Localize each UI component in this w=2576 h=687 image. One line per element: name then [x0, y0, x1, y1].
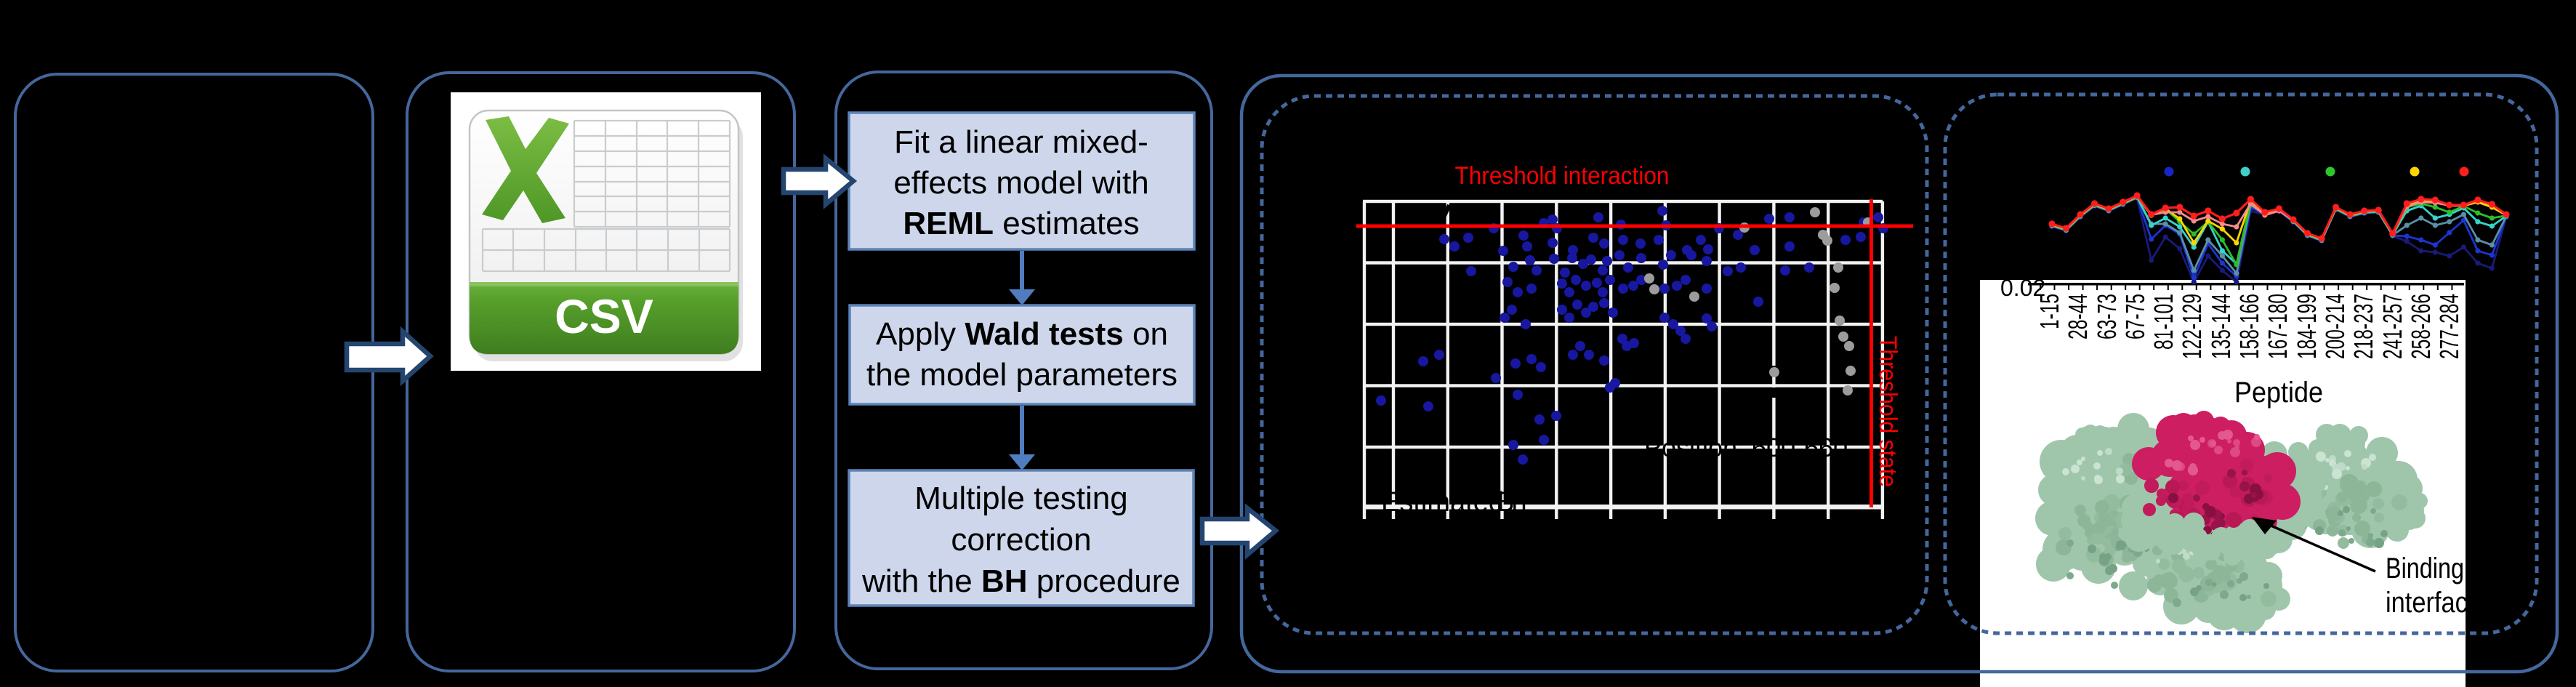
- svg-text:CSV: CSV: [555, 289, 653, 343]
- svg-text:28-44: 28-44: [2063, 294, 2093, 340]
- svg-text:158-166: 158-166: [2234, 294, 2264, 359]
- svg-text:Fit a linear mixed-: Fit a linear mixed-: [894, 124, 1148, 160]
- svg-text:67-75: 67-75: [2120, 294, 2150, 340]
- svg-text:Threshold interaction: Threshold interaction: [1455, 162, 1670, 190]
- svg-text:200-214: 200-214: [2320, 294, 2350, 359]
- svg-text:Binding: Binding: [2386, 553, 2464, 584]
- svg-text:effects model with: effects model with: [893, 165, 1148, 201]
- svg-text:B: B: [1496, 487, 1514, 518]
- svg-text:135-144: 135-144: [2206, 294, 2236, 359]
- svg-text:the model parameters: the model parameters: [866, 357, 1178, 393]
- svg-text:63-73: 63-73: [2092, 294, 2122, 340]
- svg-text:correction: correction: [951, 522, 1091, 558]
- svg-text:Estimated n: Estimated n: [1381, 487, 1527, 518]
- svg-text:Multiple testing: Multiple testing: [914, 481, 1127, 516]
- svg-text:Threshold state: Threshold state: [1874, 336, 1901, 487]
- svg-text:218-237: 218-237: [2348, 294, 2378, 359]
- svg-text:REML estimates: REML estimates: [903, 206, 1139, 241]
- svg-text:167-180: 167-180: [2263, 294, 2293, 359]
- svg-text:81-101: 81-101: [2149, 294, 2178, 350]
- svg-text:1-15: 1-15: [2034, 294, 2064, 329]
- svg-text:184-199: 184-199: [2292, 294, 2322, 359]
- svg-text:0.02: 0.02: [2000, 275, 2045, 301]
- svg-text:122-129: 122-129: [2177, 294, 2207, 359]
- svg-text:Position: 600-660: Position: 600-660: [1644, 433, 1848, 462]
- svg-text:with the BH procedure: with the BH procedure: [861, 563, 1180, 599]
- svg-text:Peptide: Peptide: [2234, 377, 2323, 409]
- svg-text:Apply Wald tests on: Apply Wald tests on: [876, 316, 1168, 352]
- svg-text:258-266: 258-266: [2406, 294, 2436, 359]
- svg-text:interface: interface: [2386, 587, 2482, 619]
- svg-text:277-284: 277-284: [2434, 294, 2464, 359]
- svg-text:241-257: 241-257: [2378, 294, 2407, 359]
